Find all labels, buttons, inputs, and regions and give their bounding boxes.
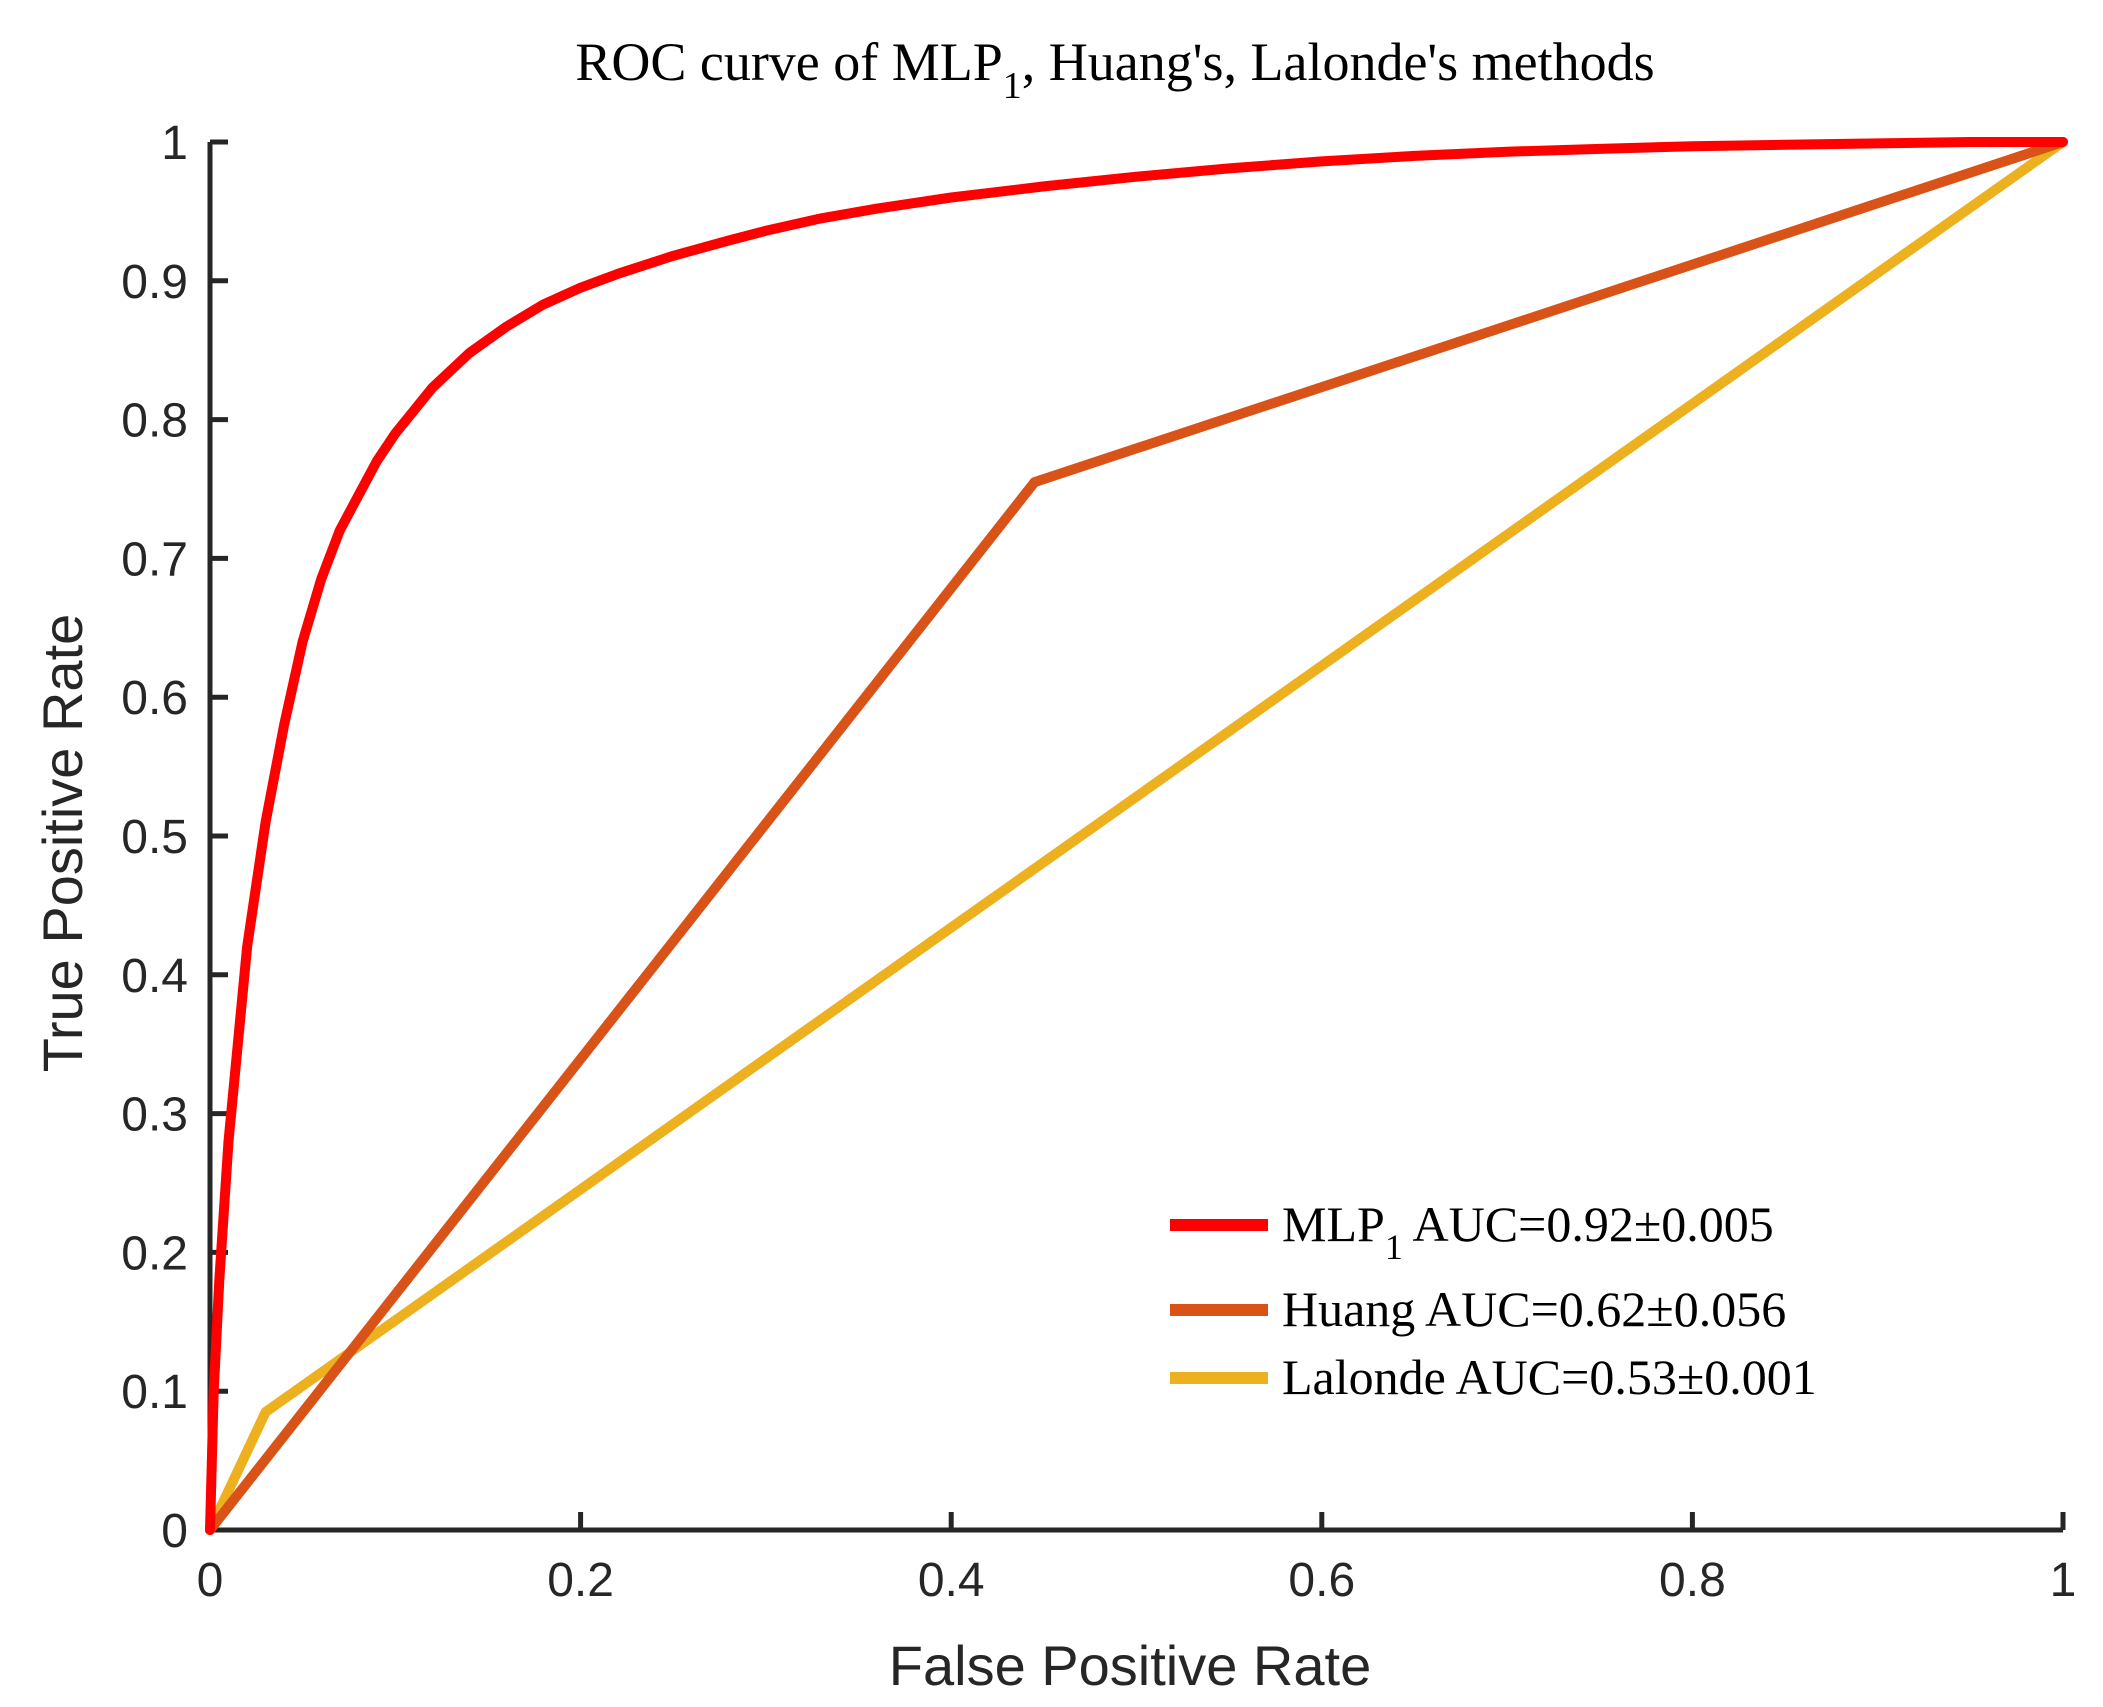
tick-labels: 0 0.2 0.4 0.6 0.8 1 0 0.1 0.2 0.3 0.4 0.5 0.6 0.7 0.8 0…: [121, 117, 2076, 1607]
chart-title-prefix: ROC curve of MLP: [575, 32, 1002, 92]
x-tick-label: 1: [2050, 1554, 2077, 1607]
y-tick-label: 0.7: [121, 533, 188, 586]
chart-title-suffix: , Huang's, Lalonde's methods: [1022, 32, 1655, 92]
series-line-lalonde: [205, 137, 2068, 1535]
y-tick-label: 0: [161, 1505, 188, 1558]
y-tick-label: 0.6: [121, 672, 188, 725]
y-axis-title: True Positive Rate: [31, 614, 94, 1073]
x-tick-label: 0.8: [1659, 1554, 1726, 1607]
x-tick-label: 0.2: [547, 1554, 614, 1607]
series-line-huang: [205, 137, 2068, 1535]
y-tick-label: 0.1: [121, 1366, 188, 1419]
x-axis-title: False Positive Rate: [889, 1634, 1371, 1697]
y-tick-label: 0.5: [121, 811, 188, 864]
legend-label-huang: Huang AUC=0.62±0.056: [1282, 1281, 1786, 1337]
y-tick-label: 0.8: [121, 395, 188, 448]
y-tick-label: 0.2: [121, 1227, 188, 1280]
x-tick-label: 0.6: [1288, 1554, 1355, 1607]
chart-title-subscript: 1: [1003, 65, 1022, 107]
y-tick-label: 0.4: [121, 950, 188, 1003]
y-tick-label: 0.9: [121, 256, 188, 309]
legend-label-mlp1: MLP1 AUC=0.92±0.005: [1282, 1196, 1774, 1267]
series-line-mlp1: [205, 137, 2068, 1535]
legend-label-lalonde: Lalonde AUC=0.53±0.001: [1282, 1349, 1817, 1405]
legend: MLP1 AUC=0.92±0.005 Huang AUC=0.62±0.056 L…: [1170, 1196, 1817, 1405]
series-group: [205, 137, 2068, 1535]
y-tick-label: 1: [161, 117, 188, 170]
x-tick-label: 0.4: [918, 1554, 985, 1607]
chart-title: ROC curve of MLP1, Huang's, Lalonde's me…: [575, 32, 1654, 107]
y-tick-label: 0.3: [121, 1089, 188, 1142]
x-tick-label: 0: [197, 1554, 224, 1607]
